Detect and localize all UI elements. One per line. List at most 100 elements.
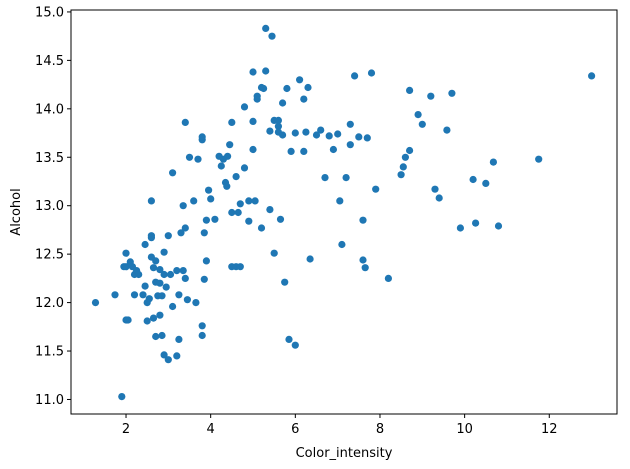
- data-point: [147, 197, 155, 205]
- data-point: [177, 229, 185, 237]
- data-point: [262, 67, 270, 75]
- data-point: [338, 240, 346, 249]
- data-point: [185, 153, 194, 161]
- data-point: [205, 186, 213, 194]
- data-point: [211, 215, 219, 223]
- data-point: [283, 84, 291, 93]
- data-point: [245, 217, 253, 225]
- data-point: [266, 206, 274, 214]
- data-point: [279, 131, 287, 139]
- data-point: [111, 291, 119, 299]
- data-point: [359, 216, 367, 224]
- data-point: [152, 257, 160, 265]
- data-point: [270, 249, 278, 257]
- data-point: [535, 155, 543, 163]
- data-point: [162, 283, 170, 291]
- data-point: [173, 267, 181, 275]
- data-point: [306, 255, 314, 263]
- data-point: [181, 118, 189, 126]
- x-tick-label: 8: [376, 422, 384, 437]
- data-point: [139, 291, 147, 299]
- data-point: [147, 234, 155, 242]
- data-point: [236, 263, 244, 271]
- data-point: [179, 267, 187, 275]
- data-point: [160, 351, 168, 359]
- x-axis-ticks: 2 4 6 8 10 12: [122, 414, 558, 437]
- data-point: [281, 278, 289, 286]
- data-point: [202, 257, 210, 265]
- data-point: [141, 240, 149, 249]
- data-point: [198, 322, 206, 330]
- data-point: [397, 171, 405, 179]
- data-point: [228, 208, 236, 217]
- data-point: [226, 141, 234, 149]
- data-point: [207, 195, 215, 203]
- x-tick-label: 12: [541, 422, 558, 437]
- data-point: [245, 197, 253, 205]
- data-point: [122, 263, 130, 271]
- y-tick-label: 14.0: [35, 102, 64, 117]
- data-point: [169, 169, 177, 177]
- data-point: [202, 216, 210, 224]
- data-point: [317, 126, 325, 134]
- data-point: [181, 274, 189, 282]
- data-point: [372, 185, 380, 193]
- data-point: [192, 299, 200, 307]
- data-point: [260, 84, 268, 93]
- data-point: [456, 224, 464, 232]
- data-point: [296, 76, 304, 84]
- data-point: [91, 299, 100, 307]
- data-point: [321, 174, 329, 182]
- data-point: [223, 182, 231, 190]
- points-layer: [91, 24, 596, 401]
- y-tick-label: 13.5: [35, 151, 64, 166]
- data-point: [285, 335, 293, 343]
- data-point: [175, 335, 183, 343]
- data-point: [427, 92, 435, 100]
- data-point: [190, 197, 198, 205]
- data-point: [266, 127, 274, 135]
- x-axis-label: Color_intensity: [296, 446, 393, 461]
- data-point: [217, 162, 225, 170]
- data-point: [355, 133, 363, 141]
- data-point: [342, 174, 350, 182]
- data-point: [329, 145, 337, 154]
- data-point: [143, 317, 151, 325]
- data-point: [406, 86, 414, 94]
- data-point: [124, 316, 132, 324]
- data-point: [406, 146, 414, 155]
- data-point: [257, 224, 266, 232]
- data-point: [334, 130, 342, 138]
- data-point: [443, 126, 451, 134]
- y-tick-label: 12.0: [35, 296, 64, 311]
- data-point: [194, 155, 202, 163]
- data-point: [336, 197, 344, 205]
- data-point: [351, 72, 359, 80]
- data-point: [141, 282, 149, 290]
- data-point: [414, 111, 422, 119]
- data-point: [228, 118, 236, 126]
- data-point: [156, 311, 164, 319]
- data-point: [240, 164, 249, 172]
- data-point: [198, 331, 206, 340]
- data-point: [164, 232, 172, 240]
- data-point: [175, 291, 183, 299]
- data-point: [160, 270, 168, 279]
- data-point: [200, 275, 208, 283]
- data-point: [304, 83, 312, 92]
- y-tick-label: 15.0: [35, 5, 64, 20]
- data-point: [249, 145, 257, 154]
- data-point: [489, 158, 497, 166]
- y-axis-label: Alcohol: [9, 188, 24, 235]
- data-point: [469, 175, 477, 184]
- data-point: [482, 179, 490, 187]
- data-point: [363, 134, 371, 142]
- y-axis-ticks: 11.0 11.5 12.0 12.5 13.0 13.5 14.0 14.5 15.0: [35, 5, 71, 408]
- data-point: [384, 274, 392, 282]
- data-point: [164, 356, 172, 364]
- data-point: [472, 219, 480, 227]
- data-point: [300, 95, 308, 103]
- data-point: [149, 314, 158, 322]
- data-point: [253, 92, 261, 100]
